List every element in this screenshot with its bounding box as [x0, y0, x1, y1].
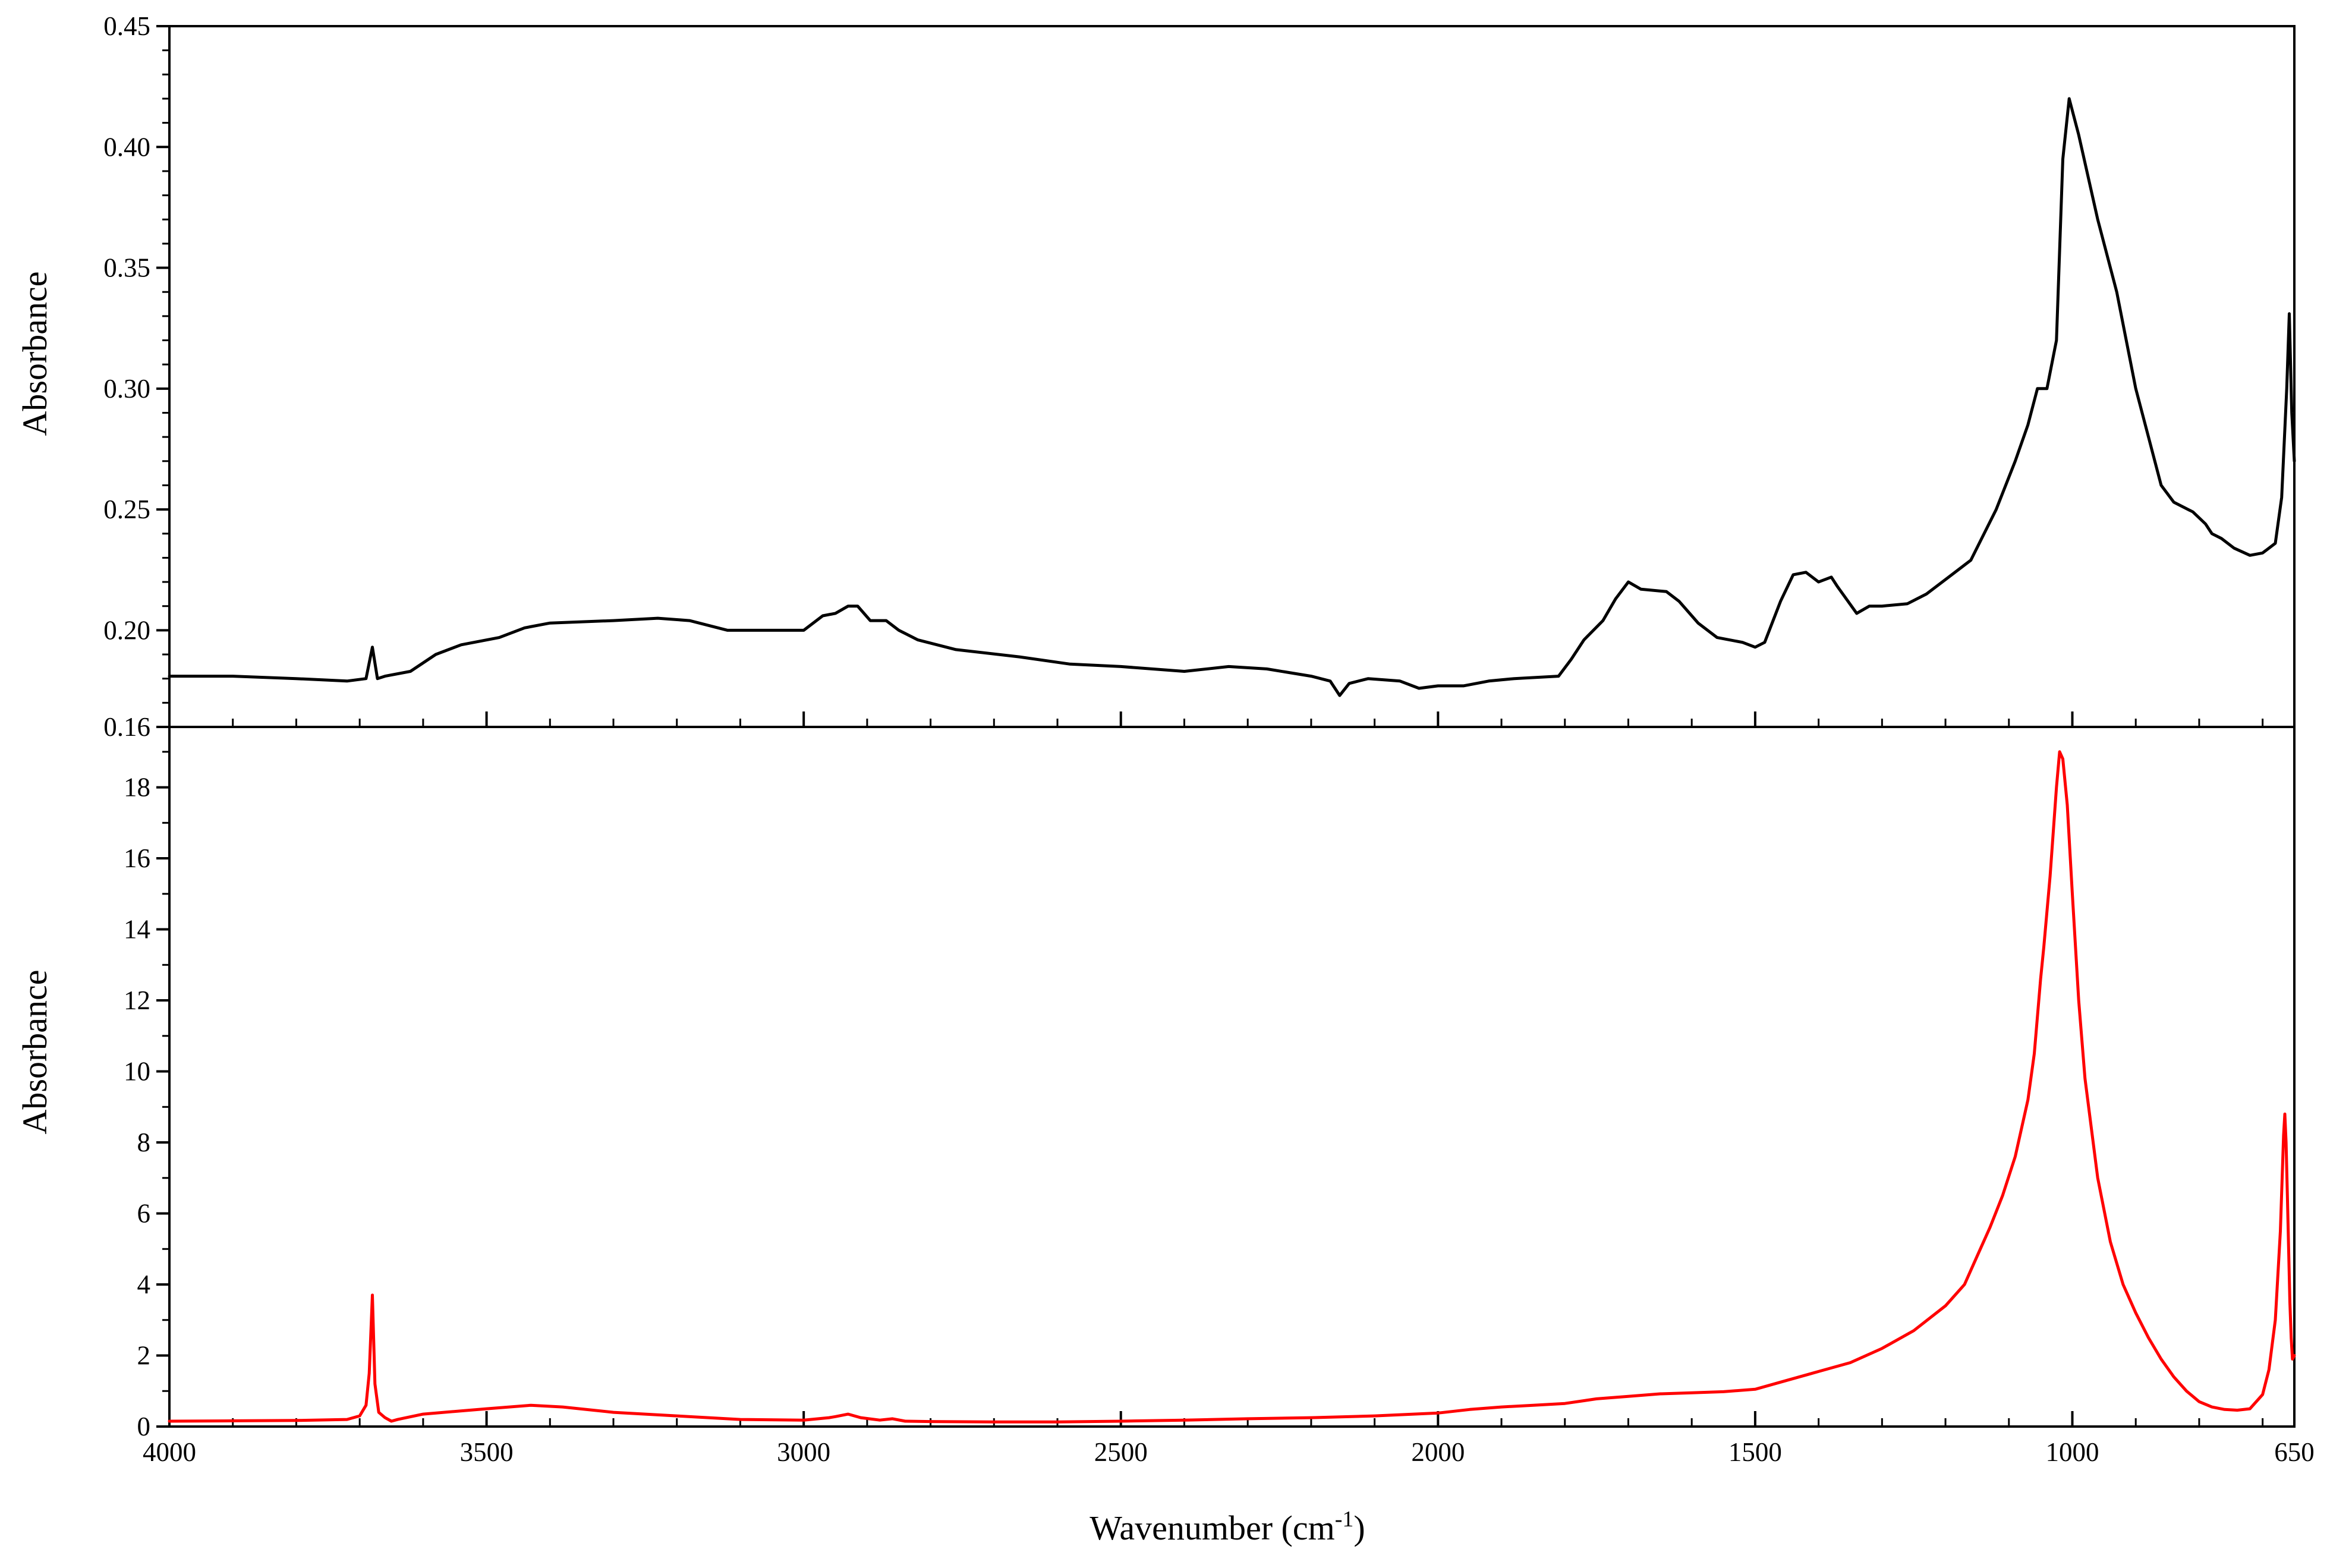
- bottom-y-tick-label: 4: [137, 1270, 151, 1299]
- top-panel: 0.16 0.20 0.25 0.30 0.35 0.40 0.45: [103, 11, 2296, 742]
- bottom-y-tick-label: 14: [124, 915, 150, 944]
- top-y-tick-label: 0.35: [103, 253, 150, 283]
- top-plot-frame: [168, 25, 2296, 728]
- bottom-y-tick-label: 10: [124, 1057, 150, 1087]
- x-tick-label: 650: [2274, 1437, 2315, 1467]
- bottom-y-tick-label: 0: [137, 1412, 151, 1441]
- bottom-y-tick-label: 16: [124, 843, 150, 873]
- x-axis-label: Wavenumber (cm-1): [1090, 1507, 1365, 1547]
- bottom-y-tick-label: 6: [137, 1199, 151, 1229]
- x-axis-label-close: ): [1353, 1509, 1365, 1547]
- x-tick-label: 1500: [1728, 1437, 1782, 1467]
- x-tick-label: 2500: [1094, 1437, 1148, 1467]
- x-tick-label: 3500: [460, 1437, 514, 1467]
- x-tick-label: 3000: [777, 1437, 830, 1467]
- top-y-tick-label: 0.40: [103, 132, 150, 162]
- bottom-y-tick-label: 18: [124, 773, 150, 802]
- top-y-tick-label: 0.16: [103, 712, 150, 742]
- bottom-y-tick-label: 12: [124, 985, 150, 1015]
- top-y-tick-label: 0.20: [103, 615, 150, 645]
- bottom-y-tick-label: 8: [137, 1128, 151, 1157]
- top-spectrum-line: [168, 97, 2296, 697]
- top-y-tick-label: 0.45: [103, 11, 150, 41]
- x-tick-label: 4000: [143, 1437, 196, 1467]
- bottom-y-axis-label: Absorbance: [15, 969, 54, 1134]
- top-y-tick-label: 0.25: [103, 495, 150, 524]
- bottom-y-tick-label: 2: [137, 1341, 151, 1371]
- top-y-tick-label: 0.30: [103, 374, 150, 404]
- x-axis-label-main: Wavenumber (cm: [1090, 1509, 1334, 1547]
- bottom-plot-frame: [168, 726, 2296, 1428]
- bottom-panel: 0 2 4 6 8 10 12 14 16 18: [124, 726, 2296, 1441]
- bottom-spectrum-line: [168, 750, 2296, 1424]
- x-axis-label-superscript: -1: [1335, 1507, 1354, 1532]
- x-axis-tick-labels: 4000 3500 3000 2500 2000 1500 1000 650: [143, 1411, 2315, 1467]
- x-tick-label: 1000: [2045, 1437, 2099, 1467]
- x-tick-label: 2000: [1411, 1437, 1465, 1467]
- top-y-axis-label: Absorbance: [15, 271, 54, 436]
